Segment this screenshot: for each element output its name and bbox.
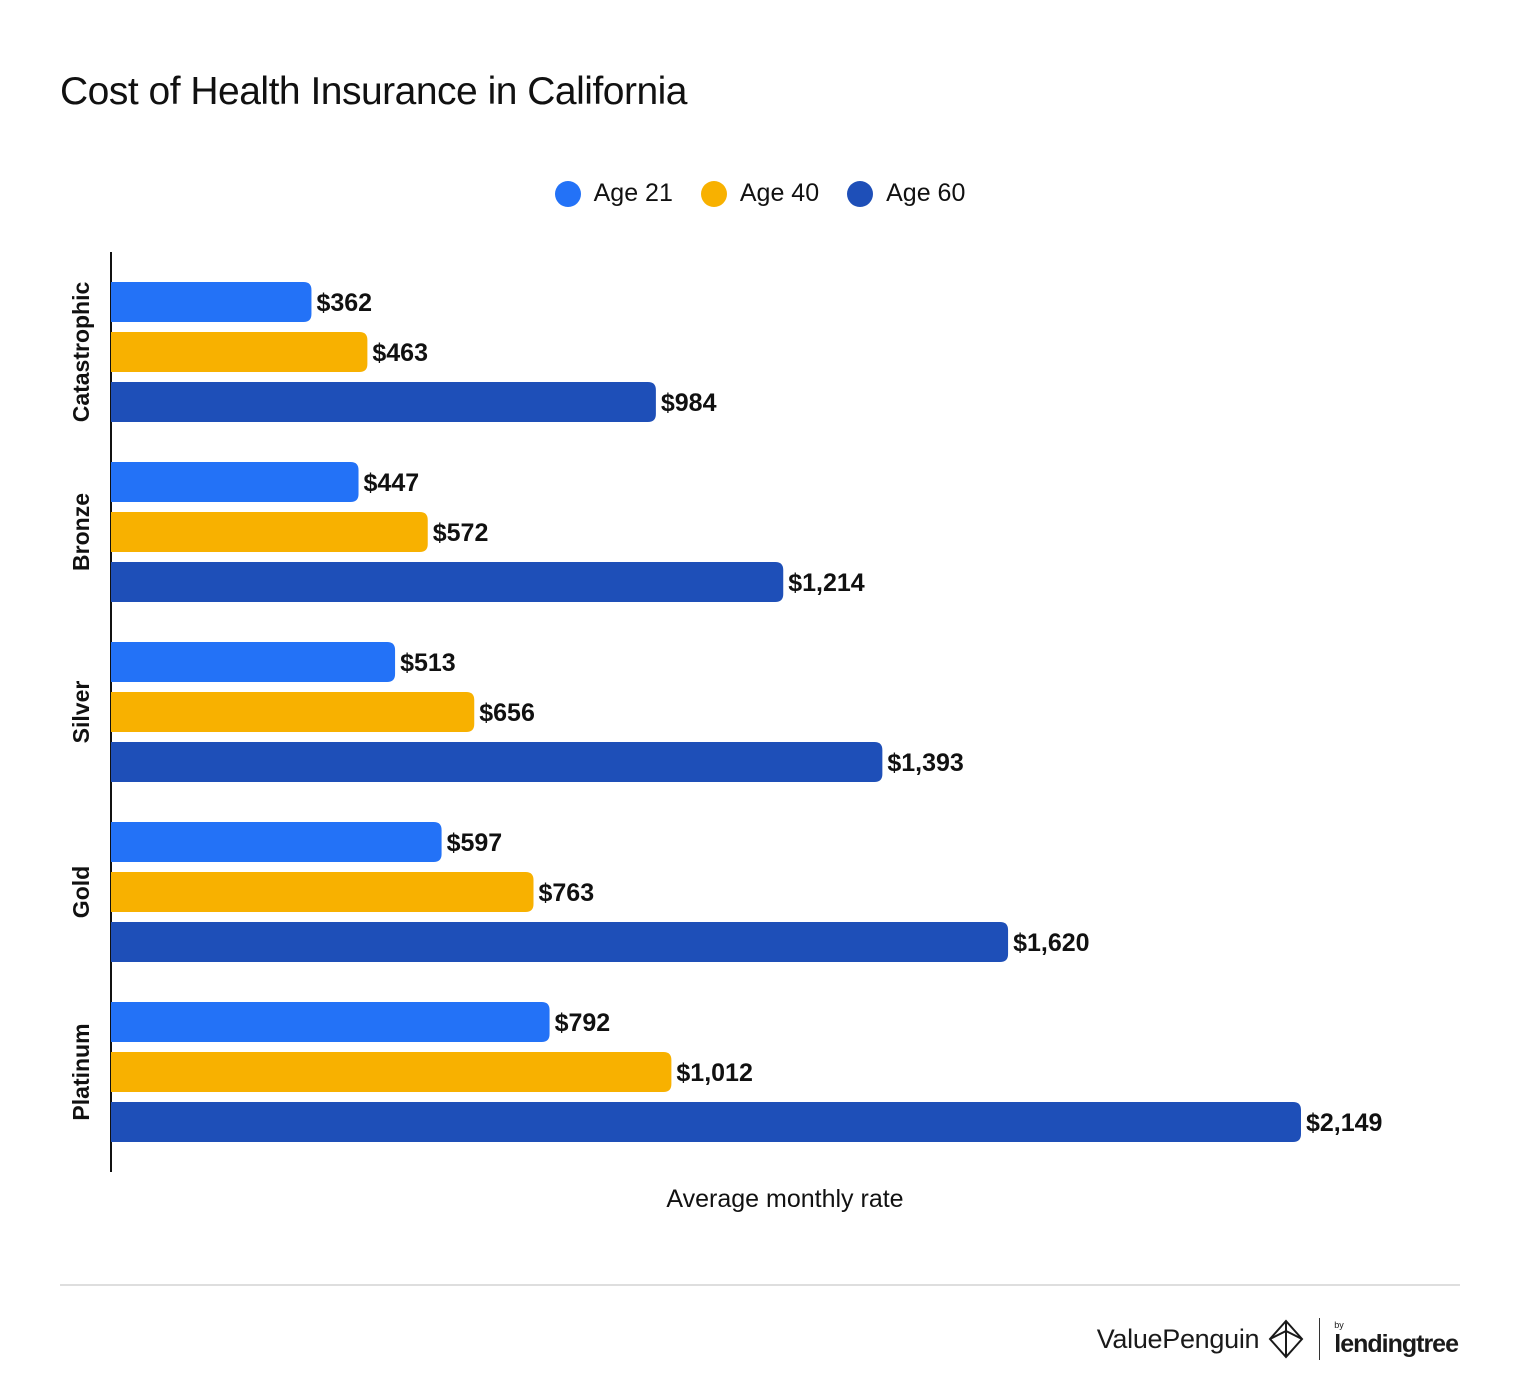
data-label: $362 xyxy=(316,289,372,317)
bar xyxy=(111,922,1009,962)
chart-legend: Age 21 Age 40 Age 60 xyxy=(0,179,1520,208)
bar xyxy=(111,742,883,782)
bar xyxy=(111,1102,1301,1142)
data-label: $572 xyxy=(433,519,489,547)
brand-by-text: by xyxy=(1334,1320,1344,1330)
bar xyxy=(111,872,534,912)
data-label: $792 xyxy=(555,1009,611,1037)
brand-footer: ValuePenguin by lendingtree xyxy=(1096,1314,1459,1364)
data-label: $1,012 xyxy=(676,1059,752,1087)
data-label: $513 xyxy=(400,649,456,677)
bar xyxy=(111,512,428,552)
bar xyxy=(111,1052,672,1092)
bar xyxy=(111,562,784,602)
x-axis-label: Average monthly rate xyxy=(666,1185,903,1213)
bar xyxy=(111,692,475,732)
category-label: Gold xyxy=(68,866,94,918)
data-label: $763 xyxy=(539,879,595,907)
bar xyxy=(111,282,312,322)
legend-swatch xyxy=(700,180,727,207)
data-label: $656 xyxy=(479,699,535,727)
lendingtree-wordmark: by lendingtree xyxy=(1334,1320,1459,1358)
category-label: Platinum xyxy=(68,1023,94,1120)
lendingtree-text: lendingtree xyxy=(1334,1330,1459,1358)
data-label: $984 xyxy=(661,389,717,417)
category-label: Silver xyxy=(68,681,94,744)
legend-label: Age 60 xyxy=(886,179,966,207)
bar xyxy=(111,642,396,682)
legend-swatch xyxy=(554,180,581,207)
footer-divider xyxy=(60,1284,1460,1286)
legend-swatch xyxy=(847,180,874,207)
data-label: $463 xyxy=(372,339,428,367)
bar xyxy=(111,382,656,422)
valuepenguin-logo-icon xyxy=(1268,1319,1304,1359)
legend-label: Age 40 xyxy=(739,179,820,207)
category-label: Bronze xyxy=(68,493,94,571)
data-label: $1,620 xyxy=(1013,929,1089,957)
bar xyxy=(111,822,442,862)
bar xyxy=(111,332,368,372)
bar-chart: Catastrophic $362$463 $984 Bronze $447 $572 $1… xyxy=(68,252,1382,1213)
data-label: $447 xyxy=(364,469,420,497)
data-label: $1,214 xyxy=(788,569,865,597)
bar xyxy=(111,462,359,502)
data-label: $597 xyxy=(447,829,503,857)
category-label: Catastrophic xyxy=(68,282,94,423)
legend-item-age-21: Age 21 xyxy=(554,179,673,208)
legend-item-age-40: Age 40 xyxy=(700,179,820,208)
chart-title: Cost of Health Insurance in California xyxy=(60,70,688,113)
brand-separator xyxy=(1319,1318,1321,1360)
data-label: $1,393 xyxy=(887,749,963,777)
data-label: $2,149 xyxy=(1306,1109,1382,1137)
valuepenguin-wordmark: ValuePenguin xyxy=(1096,1323,1260,1354)
bar xyxy=(111,1002,550,1042)
legend-item-age-60: Age 60 xyxy=(847,179,965,208)
legend-label: Age 21 xyxy=(593,179,673,207)
